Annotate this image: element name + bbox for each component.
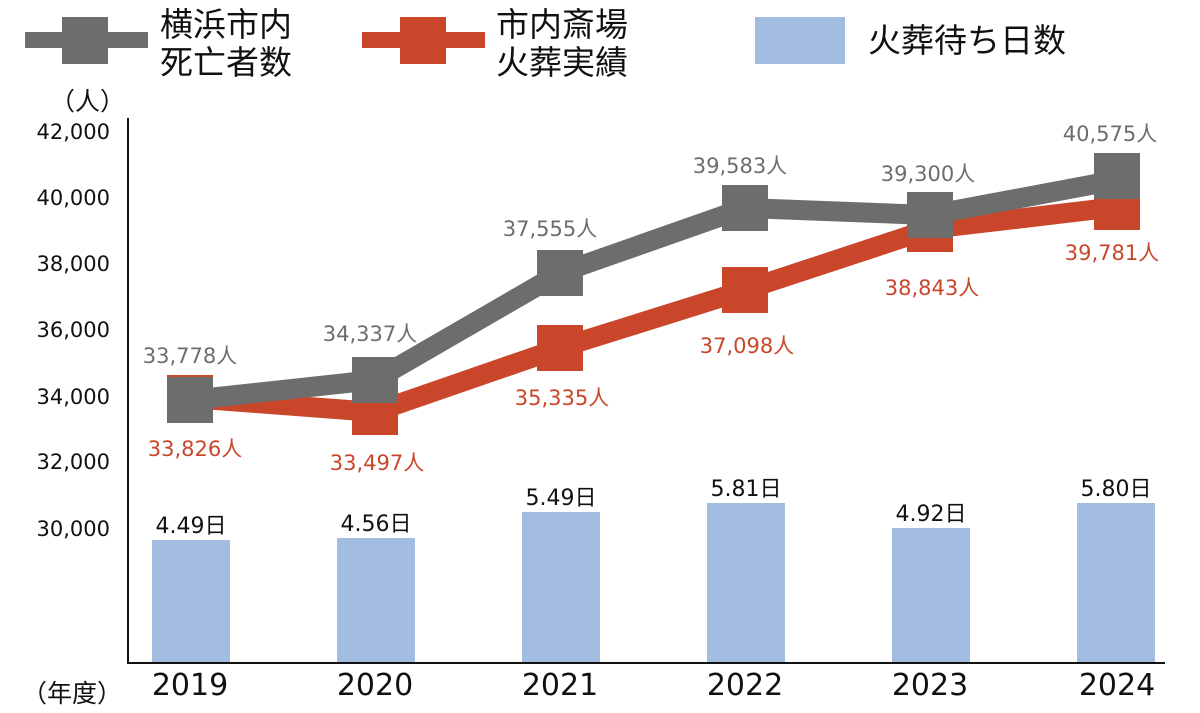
deaths-label-2019: 33,778人 (142, 344, 238, 368)
wait-days-label-2024: 5.80日 (1080, 477, 1152, 502)
y-tick: 34,000 (36, 385, 110, 409)
deaths-label-2021: 37,555人 (502, 217, 598, 241)
deaths-label-2020: 34,337人 (322, 322, 418, 346)
cremations-label-2020: 33,497人 (329, 451, 425, 475)
bar-2020 (337, 538, 415, 663)
cremations-label-2019: 33,826人 (147, 437, 243, 461)
bar-2019 (152, 540, 230, 663)
cremations-label-2024: 39,781人 (1064, 241, 1160, 265)
deaths-label-2022: 39,583人 (692, 154, 788, 178)
deaths-label-2023: 39,300人 (880, 162, 976, 186)
cremations-label-2022: 37,098人 (699, 334, 795, 358)
x-tick-2024: 2024 (1078, 668, 1156, 703)
deaths-markers (167, 153, 1140, 423)
wait-days-bars (152, 503, 1155, 663)
bar-2024 (1077, 503, 1155, 663)
wait-days-label-2019: 4.49日 (155, 514, 227, 539)
cremations-line (189, 197, 1119, 423)
x-tick-2019: 2019 (151, 668, 229, 703)
bar-2021 (522, 512, 600, 663)
x-tick-2023: 2023 (891, 668, 969, 703)
wait-days-label-2023: 4.92日 (895, 502, 967, 527)
wait-days-label-2020: 4.56日 (340, 512, 412, 537)
cremations-label-2021: 35,335人 (514, 386, 610, 410)
x-tick-2021: 2021 (521, 668, 599, 703)
legend-wait-days-label: 火葬待ち日数 (868, 21, 1066, 60)
x-tick-2022: 2022 (706, 668, 784, 703)
legend-deaths-line-icon (25, 17, 845, 64)
y-tick: 36,000 (36, 318, 110, 342)
y-tick: 32,000 (36, 450, 110, 474)
bar-2023 (892, 528, 970, 663)
legend-deaths-label: 横浜市内 死亡者数 (160, 5, 292, 82)
x-axis-unit: （年度） (22, 679, 123, 708)
deaths-label-2024: 40,575人 (1062, 122, 1158, 146)
x-tick-2020: 2020 (336, 668, 414, 703)
legend-cremations-label: 市内斎場 火葬実績 (496, 5, 628, 82)
y-tick: 38,000 (36, 252, 110, 276)
y-tick: 30,000 (36, 517, 110, 541)
wait-days-label-2022: 5.81日 (710, 477, 782, 502)
wait-days-label-2021: 5.49日 (525, 486, 597, 511)
y-axis-unit: （人） (50, 87, 126, 116)
deaths-line (188, 170, 1119, 410)
bar-2022 (707, 503, 785, 663)
y-tick: 42,000 (36, 120, 110, 144)
y-tick: 40,000 (36, 186, 110, 210)
cremations-label-2023: 38,843人 (884, 276, 980, 300)
